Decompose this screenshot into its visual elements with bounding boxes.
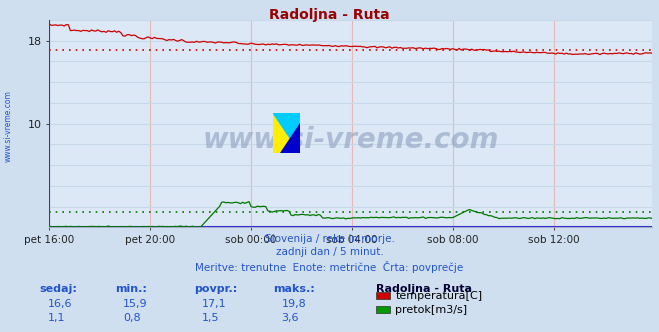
Text: maks.:: maks.: xyxy=(273,284,315,294)
Text: Radoljna - Ruta: Radoljna - Ruta xyxy=(376,284,472,294)
Text: pretok[m3/s]: pretok[m3/s] xyxy=(395,305,467,315)
Text: 0,8: 0,8 xyxy=(123,313,141,323)
Text: Meritve: trenutne  Enote: metrične  Črta: povprečje: Meritve: trenutne Enote: metrične Črta: … xyxy=(195,261,464,273)
Polygon shape xyxy=(273,113,300,153)
Text: 15,9: 15,9 xyxy=(123,299,148,309)
Text: www.si-vreme.com: www.si-vreme.com xyxy=(3,90,13,162)
Text: 19,8: 19,8 xyxy=(281,299,306,309)
Text: Radoljna - Ruta: Radoljna - Ruta xyxy=(269,8,390,22)
Text: Slovenija / reke in morje.: Slovenija / reke in morje. xyxy=(264,234,395,244)
Text: sedaj:: sedaj: xyxy=(40,284,77,294)
Text: temperatura[C]: temperatura[C] xyxy=(395,291,482,301)
Text: min.:: min.: xyxy=(115,284,147,294)
Text: 17,1: 17,1 xyxy=(202,299,227,309)
Text: zadnji dan / 5 minut.: zadnji dan / 5 minut. xyxy=(275,247,384,257)
Polygon shape xyxy=(280,123,300,153)
Text: 16,6: 16,6 xyxy=(47,299,72,309)
Polygon shape xyxy=(273,113,300,153)
Text: povpr.:: povpr.: xyxy=(194,284,238,294)
Text: 1,1: 1,1 xyxy=(47,313,65,323)
Text: www.si-vreme.com: www.si-vreme.com xyxy=(203,126,499,154)
Text: 3,6: 3,6 xyxy=(281,313,299,323)
Text: 1,5: 1,5 xyxy=(202,313,220,323)
